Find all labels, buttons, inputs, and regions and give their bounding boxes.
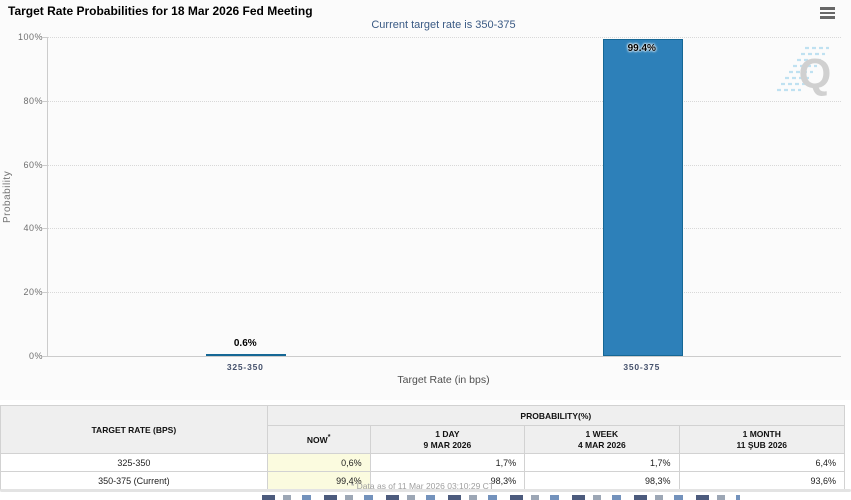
bar-325-350[interactable] — [206, 354, 287, 356]
1week-label: 1 WEEK — [585, 428, 619, 439]
y-tick-label: 80% — [23, 95, 43, 106]
col-header-now: NOW* — [266, 425, 371, 454]
chart-subtitle: Current target rate is 350-375 — [371, 19, 516, 31]
hamburger-menu-icon[interactable] — [820, 7, 835, 21]
x-tick-label: 325-350 — [226, 362, 264, 372]
y-tick-label: 0% — [28, 351, 43, 361]
bar-value-label: 99.4% — [627, 43, 656, 54]
1day-label: 1 DAY — [435, 428, 460, 439]
menu-bar — [820, 11, 835, 14]
y-axis-title: Probability — [2, 170, 13, 223]
col-group-header-probability: PROBABILITY(%) — [266, 405, 846, 426]
col-header-1week: 1 WEEK 4 MAR 2026 — [524, 425, 680, 454]
data-as-of-footnote: * Data as of 11 Mar 2026 03:10:29 CT — [350, 481, 494, 491]
1day-probability-cell: 98,3% — [369, 471, 526, 490]
y-tick-mark — [42, 37, 47, 38]
y-tick-label: 40% — [23, 223, 43, 234]
now-probability-cell: 0,6% — [266, 453, 371, 472]
y-tick-mark — [42, 164, 47, 166]
col-header-1month: 1 MONTH 11 ŞUB 2026 — [678, 425, 846, 454]
1month-label: 1 MONTH — [742, 428, 781, 439]
now-label: NOW — [306, 434, 328, 445]
1week-probability-cell: 98,3% — [524, 471, 680, 490]
table-row: 350-375 (Current) 99,4% 98,3% 98,3% 93,6… — [0, 471, 846, 490]
1month-date: 11 ŞUB 2026 — [736, 439, 788, 450]
y-tick-label: 60% — [23, 159, 43, 170]
gridline-100 — [48, 37, 841, 38]
col-header-1day: 1 DAY 9 MAR 2026 — [369, 425, 526, 454]
y-tick-mark — [42, 292, 47, 294]
y-tick-mark — [42, 356, 47, 357]
1week-date: 4 MAR 2026 — [577, 439, 626, 450]
quikstrike-watermark-logo: Q — [777, 46, 832, 97]
y-tick-mark — [42, 228, 47, 230]
gridline-60 — [48, 164, 841, 166]
clipped-footer-text-remnants — [262, 495, 740, 500]
x-axis-title: Target Rate (in bps) — [397, 374, 490, 386]
bar-350-375[interactable] — [602, 39, 683, 356]
target-rate-header-label: TARGET RATE (BPS) — [91, 424, 177, 435]
1day-probability-cell: 1,7% — [369, 453, 526, 472]
plot-area — [47, 37, 841, 357]
1month-probability-cell: 6,4% — [678, 453, 846, 472]
watermark-letter: Q — [799, 50, 832, 97]
panel-bottom-divider — [0, 489, 851, 492]
1month-probability-cell: 93,6% — [678, 471, 846, 490]
col-header-target-rate: TARGET RATE (BPS) — [0, 405, 268, 454]
now-asterisk: * — [327, 433, 331, 441]
y-tick-label: 100% — [17, 32, 43, 42]
menu-bar — [820, 16, 835, 19]
chart-title: Target Rate Probabilities for 18 Mar 202… — [8, 4, 313, 18]
rate-range-cell: 325-350 — [0, 453, 268, 472]
y-tick-label: 20% — [23, 287, 43, 298]
probability-table: TARGET RATE (BPS) PROBABILITY(%) NOW* 1 … — [0, 405, 846, 490]
probability-header-label: PROBABILITY(%) — [520, 410, 592, 421]
bar-value-label: 0.6% — [233, 338, 257, 349]
x-tick-label: 350-375 — [623, 362, 661, 372]
menu-bar — [820, 7, 835, 10]
gridline-20 — [48, 292, 841, 294]
1week-probability-cell: 1,7% — [524, 453, 680, 472]
y-tick-mark — [42, 100, 47, 102]
gridline-80 — [48, 100, 841, 102]
table-row: 325-350 0,6% 1,7% 1,7% 6,4% — [0, 453, 846, 472]
gridline-40 — [48, 228, 841, 230]
1day-date: 9 MAR 2026 — [423, 439, 472, 450]
rate-range-cell: 350-375 (Current) — [0, 471, 268, 490]
